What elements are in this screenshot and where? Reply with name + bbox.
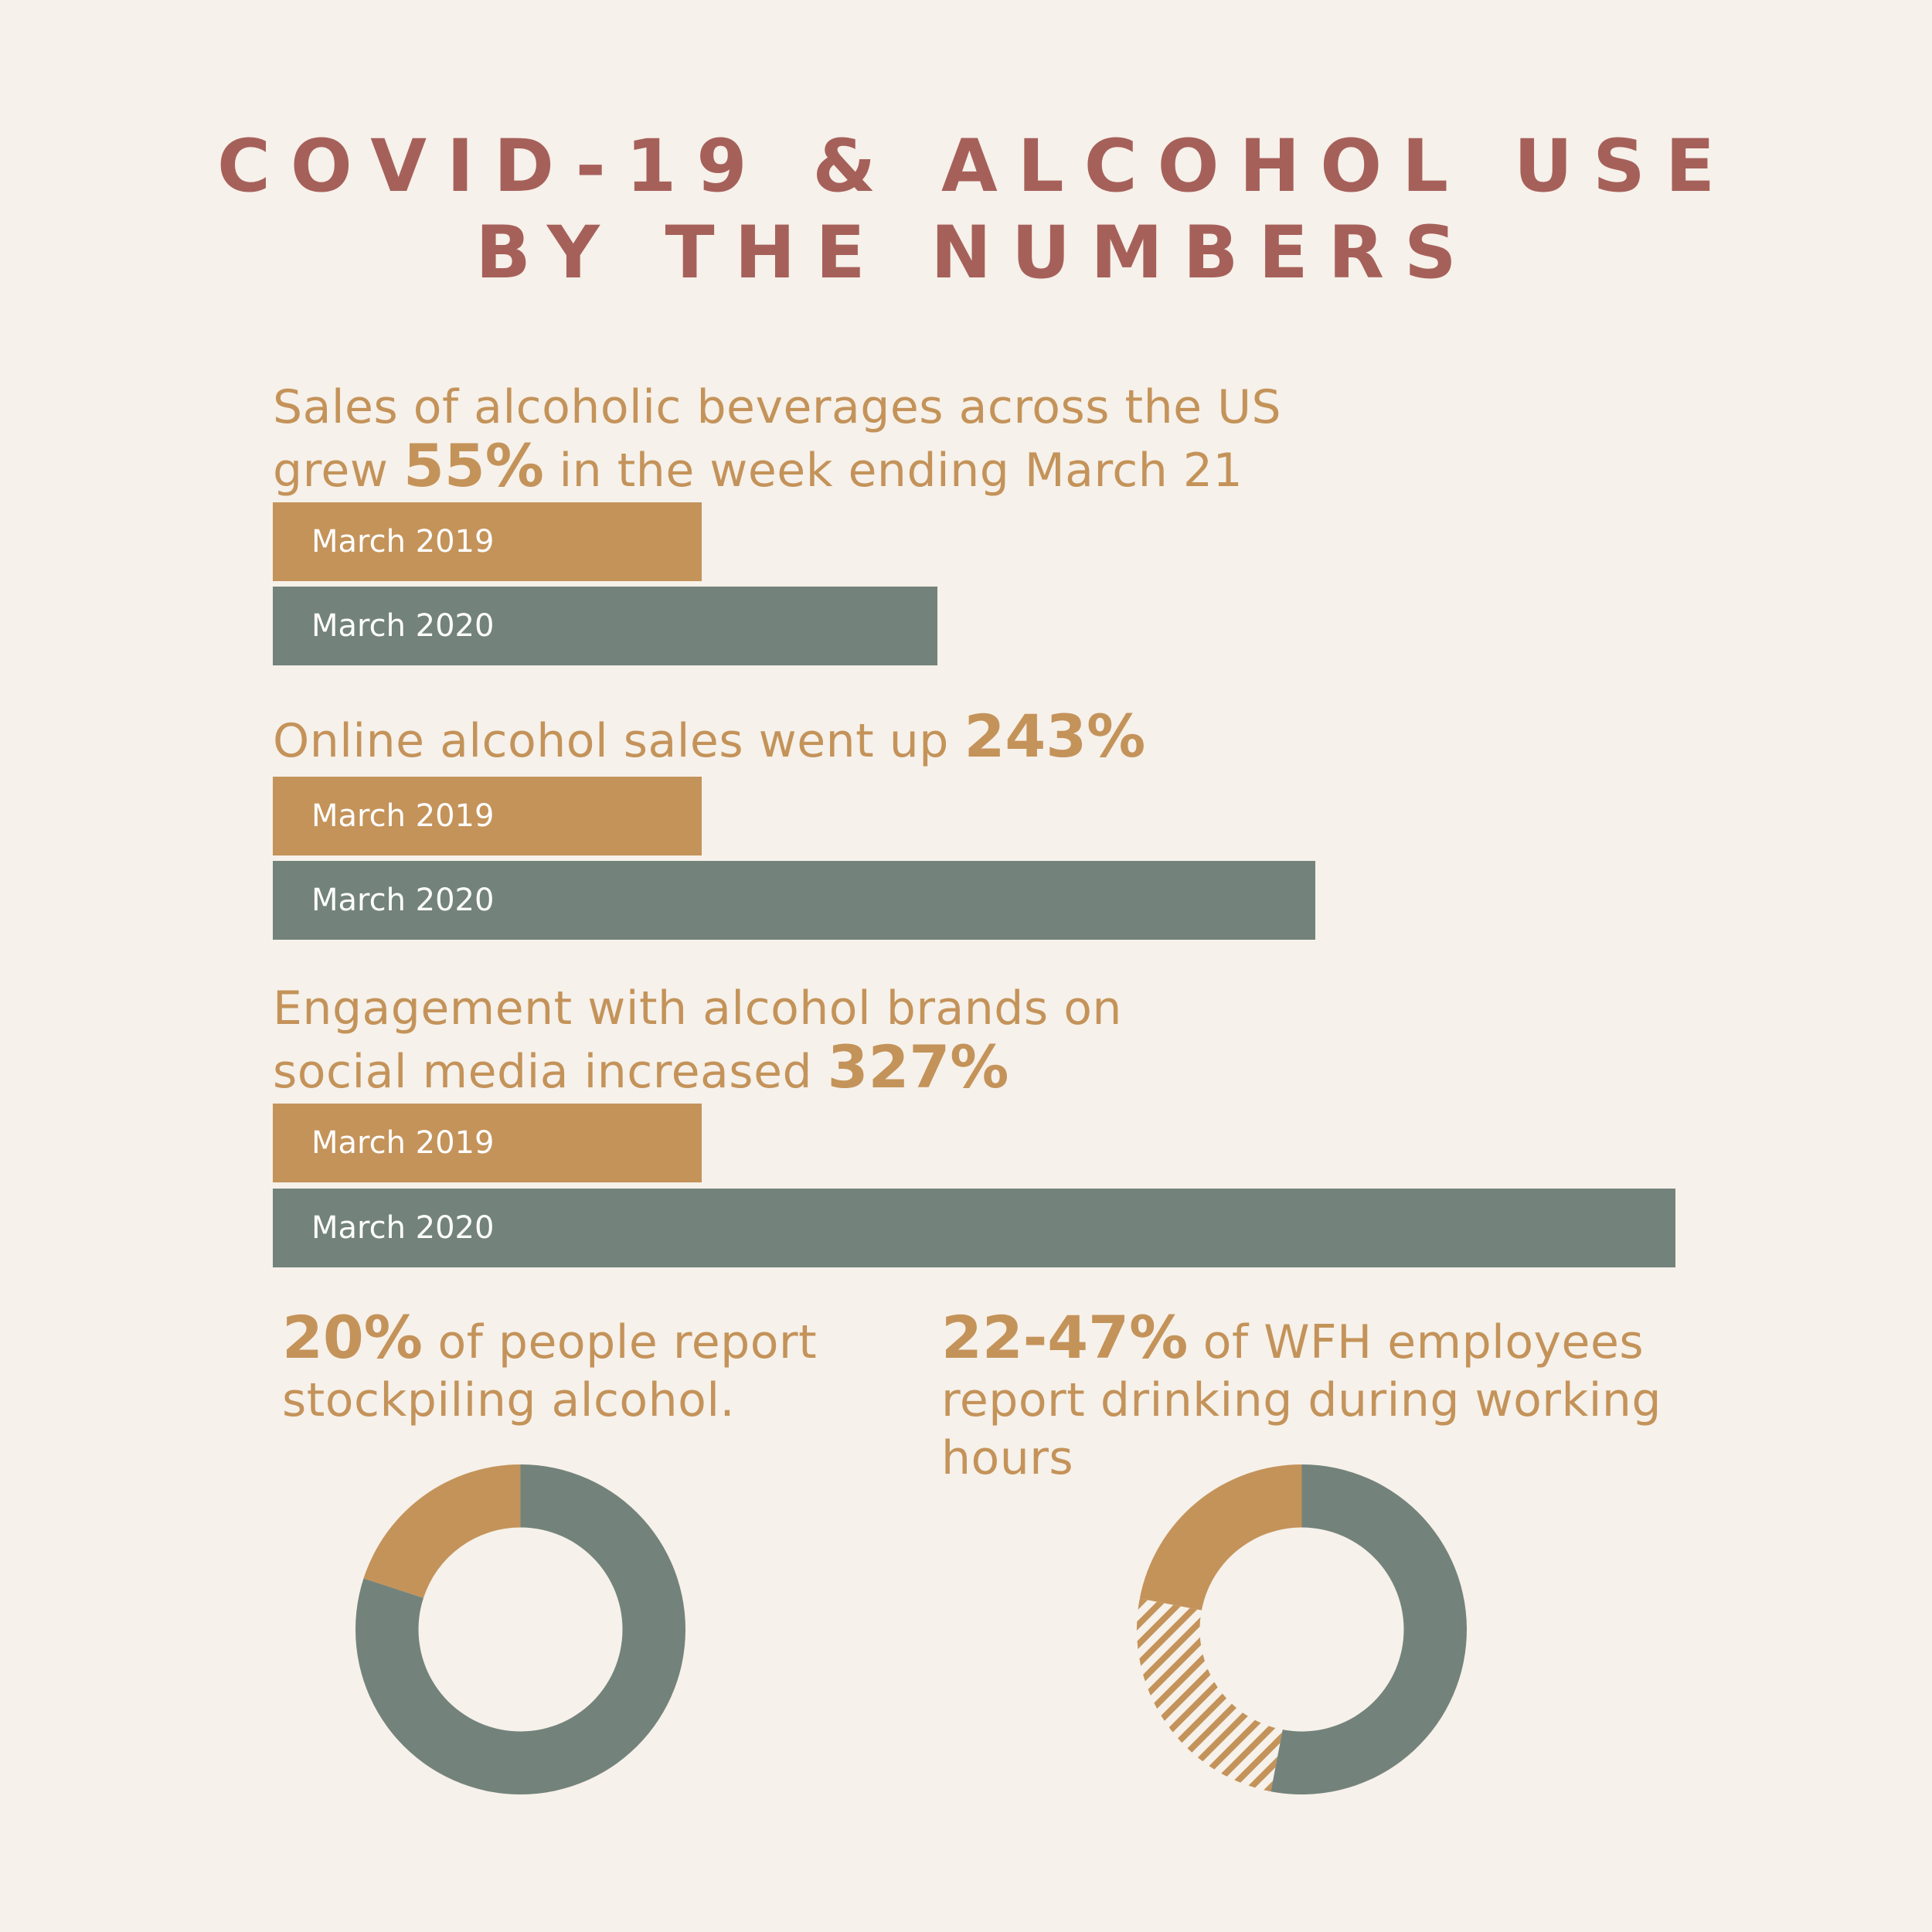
stat-sales-value: 55% xyxy=(403,431,544,500)
online-bar-2019: March 2019 xyxy=(273,777,702,855)
stat-sales-line2: grew 55% in the week ending March 21 xyxy=(273,437,1281,500)
wfh-line1: 22-47% of WFH employees xyxy=(941,1308,1662,1372)
stat-social-line2: social media increased 327% xyxy=(273,1038,1122,1101)
stockpiling-donut xyxy=(355,1464,685,1794)
stat-online-text: Online alcohol sales went up 243% xyxy=(273,707,1145,770)
social-bar-2020-label: March 2020 xyxy=(311,1210,495,1246)
wfh-value: 22-47% xyxy=(941,1303,1189,1372)
title-line-2: BY THE NUMBERS xyxy=(475,211,1477,295)
wfh-rest1: of WFH employees xyxy=(1188,1315,1645,1369)
stockpiling-text: 20% of people report stockpiling alcohol… xyxy=(282,1308,817,1430)
stockpiling-rest1: of people report xyxy=(422,1315,818,1369)
online-bar-2019-label: March 2019 xyxy=(311,798,495,834)
wfh-donut xyxy=(1137,1464,1467,1794)
social-bar-2019: March 2019 xyxy=(273,1104,702,1182)
stat-online-value: 243% xyxy=(964,702,1146,770)
social-bar-2020: March 2020 xyxy=(273,1189,1675,1267)
stat-sales-line1: Sales of alcoholic beverages across the … xyxy=(273,380,1282,434)
sales-bar-2019-label: March 2019 xyxy=(311,524,495,560)
stat-online-pre: Online alcohol sales went up xyxy=(273,714,964,768)
stat-online-line2: Online alcohol sales went up 243% xyxy=(273,707,1145,770)
stat-social-pre: social media increased xyxy=(273,1045,828,1099)
online-bar-2020: March 2020 xyxy=(273,861,1315,940)
social-bar-2019-label: March 2019 xyxy=(311,1125,495,1161)
page-title: COVID-19 & ALCOHOL USE BY THE NUMBERS xyxy=(0,124,1932,297)
donut1-slice-1 xyxy=(355,1464,685,1794)
stat-online: Online alcohol sales went up 243% xyxy=(273,707,1145,770)
stat-sales-post: in the week ending March 21 xyxy=(543,444,1243,498)
wfh-line3: hours xyxy=(941,1431,1074,1485)
stat-social-line1: Engagement with alcohol brands on xyxy=(273,981,1122,1036)
stockpiling-value: 20% xyxy=(282,1303,423,1372)
sales-bar-2019: March 2019 xyxy=(273,502,702,581)
wfh-text: 22-47% of WFH employees report drinking … xyxy=(941,1308,1662,1488)
donut1-slice-0 xyxy=(363,1464,521,1598)
stat-sales: Sales of alcoholic beverages across the … xyxy=(273,379,1281,500)
donut2-slice-1 xyxy=(1137,1598,1283,1792)
sales-bar-2020-label: March 2020 xyxy=(311,608,495,644)
online-bar-2020-label: March 2020 xyxy=(311,883,495,918)
stockpiling-line2: stockpiling alcohol. xyxy=(282,1373,736,1427)
title-line-1: COVID-19 & ALCOHOL USE xyxy=(216,124,1736,209)
donut2-slice-2 xyxy=(1270,1464,1467,1794)
stat-sales-pre: grew xyxy=(273,444,403,498)
wfh-line2: report drinking during working xyxy=(941,1373,1662,1427)
stat-social: Engagement with alcohol brands on social… xyxy=(273,980,1122,1101)
stat-sales-text: Sales of alcoholic beverages across the … xyxy=(273,379,1281,500)
stat-social-text: Engagement with alcohol brands on social… xyxy=(273,980,1122,1101)
sales-bar-2020: March 2020 xyxy=(273,587,938,665)
donut2-slice-0 xyxy=(1139,1464,1302,1611)
stockpiling-line1: 20% of people report xyxy=(282,1308,817,1372)
stat-social-value: 327% xyxy=(827,1032,1009,1101)
